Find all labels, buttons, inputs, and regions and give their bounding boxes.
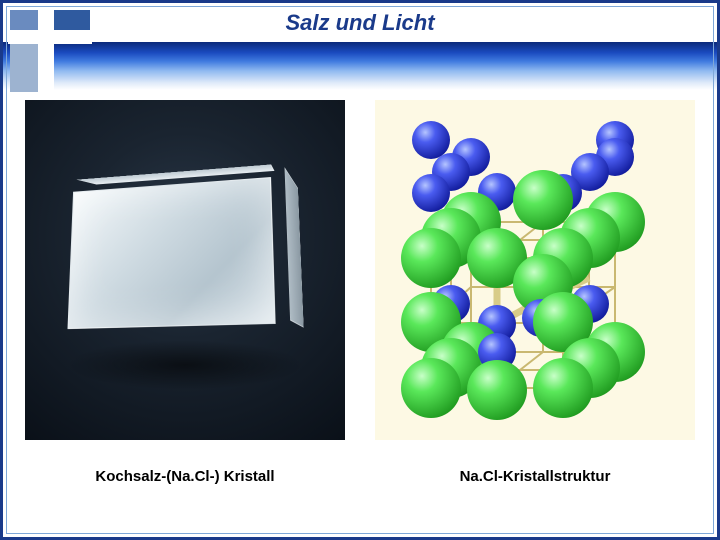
slide-title: Salz und Licht — [285, 10, 434, 36]
lattice-svg — [375, 100, 695, 440]
panel-salt-photo: Kochsalz-(Na.Cl-) Kristall — [25, 100, 345, 500]
caption-left: Kochsalz-(Na.Cl-) Kristall — [95, 468, 274, 485]
title-bar: Salz und Licht — [0, 0, 720, 90]
salt-crystal-photo — [25, 100, 345, 440]
caption-right: Na.Cl-Kristallstruktur — [460, 468, 611, 485]
title-gradient-band — [0, 42, 720, 90]
content-area: Kochsalz-(Na.Cl-) Kristall — [25, 100, 695, 500]
cross-logo — [10, 10, 88, 92]
panel-lattice: Na.Cl-Kristallstruktur — [375, 100, 695, 500]
nacl-lattice-diagram — [375, 100, 695, 440]
